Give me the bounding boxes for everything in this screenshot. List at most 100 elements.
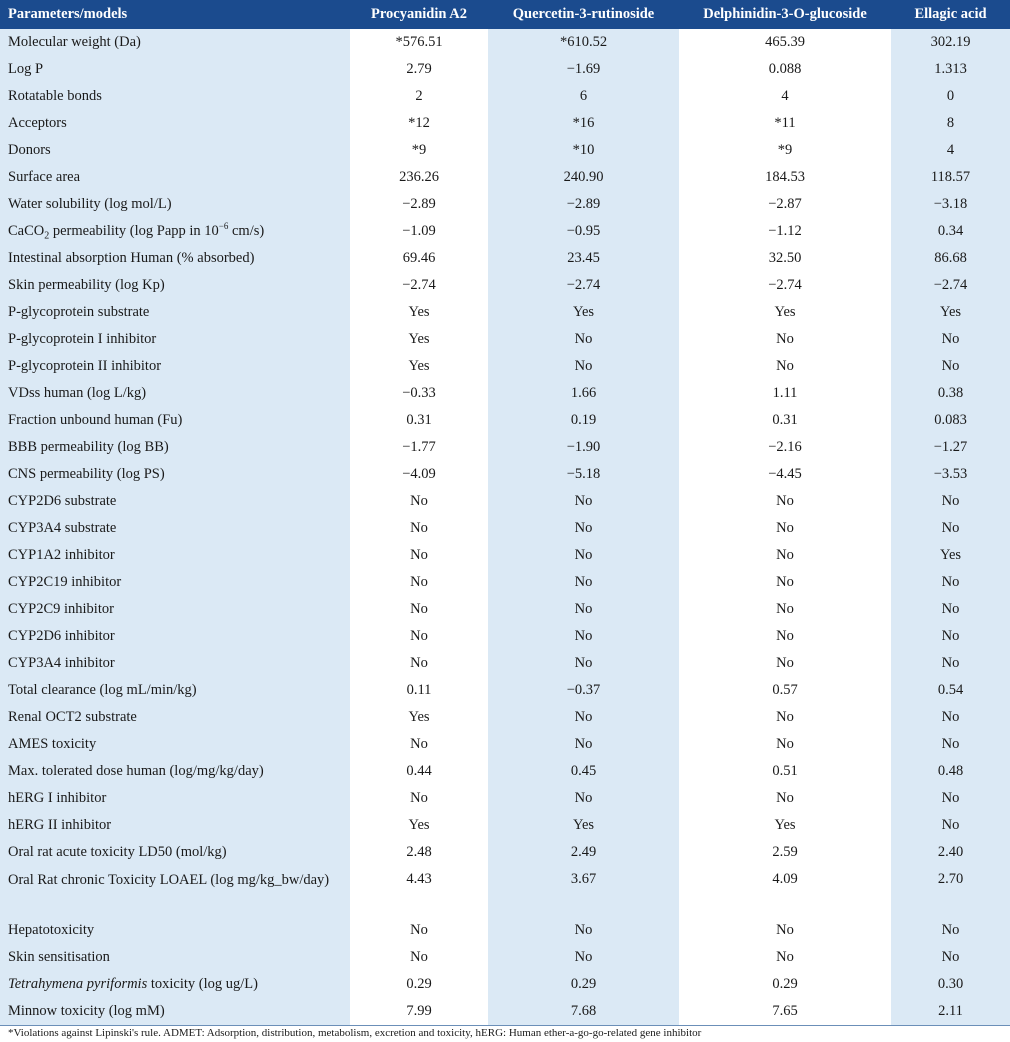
table-cell: No [679,650,891,677]
table-cell: 2.59 [679,839,891,866]
parameter-name: Renal OCT2 substrate [0,704,350,731]
table-cell: No [891,353,1010,380]
table-cell: −2.89 [350,191,488,218]
table-cell: No [488,731,679,758]
table-cell: 86.68 [891,245,1010,272]
table-cell: No [679,353,891,380]
table-cell: −1.90 [488,434,679,461]
table-cell: −1.09 [350,218,488,245]
table-cell: 465.39 [679,29,891,56]
table-cell: 4.09 [679,866,891,917]
table-cell: No [891,917,1010,944]
parameter-name: VDss human (log L/kg) [0,380,350,407]
table-cell: 0.11 [350,677,488,704]
table-cell: −1.77 [350,434,488,461]
table-row: Renal OCT2 substrate Yes No No No [0,704,1010,731]
table-cell: No [679,515,891,542]
table-cell: 184.53 [679,164,891,191]
table-cell: 4 [679,83,891,110]
table-cell: Yes [488,812,679,839]
table-row: Rotatable bonds 2 6 4 0 [0,83,1010,110]
table-cell: No [350,650,488,677]
table-cell: 6 [488,83,679,110]
table-row: Oral rat acute toxicity LD50 (mol/kg) 2.4… [0,839,1010,866]
table-cell: No [350,944,488,971]
parameter-name: Rotatable bonds [0,83,350,110]
table-cell: Yes [350,704,488,731]
table-cell: No [891,596,1010,623]
table-cell: No [488,353,679,380]
table-cell: 2.49 [488,839,679,866]
table-cell: No [891,326,1010,353]
table-row: Hepatotoxicity No No No No [0,917,1010,944]
table-row: hERG I inhibitor No No No No [0,785,1010,812]
parameter-name: Total clearance (log mL/min/kg) [0,677,350,704]
table-cell: 0.088 [679,56,891,83]
table-cell: No [488,650,679,677]
table-cell: 0.51 [679,758,891,785]
table-body: Molecular weight (Da) *576.51 *610.52 465.3… [0,29,1010,1026]
table-cell: No [488,917,679,944]
table-cell: No [350,542,488,569]
table-cell: −2.87 [679,191,891,218]
parameter-name: Intestinal absorption Human (% absorbed) [0,245,350,272]
table-cell: −4.09 [350,461,488,488]
table-row: CYP3A4 inhibitor No No No No [0,650,1010,677]
table-cell: 240.90 [488,164,679,191]
parameter-name: Acceptors [0,110,350,137]
table-cell: 0.083 [891,407,1010,434]
table-cell: 32.50 [679,245,891,272]
parameter-name: CYP3A4 substrate [0,515,350,542]
table-cell: −0.95 [488,218,679,245]
table-row: BBB permeability (log BB) −1.77 −1.90 −2.16… [0,434,1010,461]
table-cell: 0.29 [679,971,891,998]
table-row: Intestinal absorption Human (% absorbed)… [0,245,1010,272]
parameter-name: P-glycoprotein substrate [0,299,350,326]
parameter-name: Donors [0,137,350,164]
table-cell: No [488,944,679,971]
table-row: CYP1A2 inhibitor No No No Yes [0,542,1010,569]
table-cell: 7.99 [350,998,488,1026]
table-cell: 2.40 [891,839,1010,866]
table-cell: 236.26 [350,164,488,191]
parameter-name: Skin permeability (log Kp) [0,272,350,299]
table-row: Fraction unbound human (Fu) 0.31 0.19 0.31 0… [0,407,1010,434]
table-cell: No [891,488,1010,515]
table-cell: −2.74 [488,272,679,299]
table-row: CYP2C9 inhibitor No No No No [0,596,1010,623]
table-cell: 0.34 [891,218,1010,245]
table-cell: 2.48 [350,839,488,866]
table-row: Acceptors *12 *16 *11 8 [0,110,1010,137]
table-cell: Yes [679,299,891,326]
parameter-name: Log P [0,56,350,83]
table-cell: No [488,488,679,515]
table-row: P-glycoprotein I inhibitor Yes No No No [0,326,1010,353]
parameter-name: Skin sensitisation [0,944,350,971]
table-cell: No [891,623,1010,650]
parameter-name: hERG II inhibitor [0,812,350,839]
parameter-name: Hepatotoxicity [0,917,350,944]
table-cell: −4.45 [679,461,891,488]
table-cell: 2.79 [350,56,488,83]
table-cell: No [679,596,891,623]
table-cell: No [350,515,488,542]
table-cell: Yes [350,299,488,326]
table-cell: 0.30 [891,971,1010,998]
header-ellagic-acid: Ellagic acid [891,0,1010,29]
table-cell: No [350,488,488,515]
parameter-name: hERG I inhibitor [0,785,350,812]
parameter-name: Molecular weight (Da) [0,29,350,56]
parameter-name: BBB permeability (log BB) [0,434,350,461]
table-cell: No [891,704,1010,731]
table-cell: 1.11 [679,380,891,407]
table-cell: 1.313 [891,56,1010,83]
table-cell: No [488,569,679,596]
table-cell: 0.48 [891,758,1010,785]
table-cell: No [350,623,488,650]
table-cell: 23.45 [488,245,679,272]
table-cell: *9 [679,137,891,164]
table-cell: No [488,326,679,353]
table-cell: −5.18 [488,461,679,488]
table-row: VDss human (log L/kg) −0.33 1.66 1.11 0.38 [0,380,1010,407]
parameter-name: Fraction unbound human (Fu) [0,407,350,434]
